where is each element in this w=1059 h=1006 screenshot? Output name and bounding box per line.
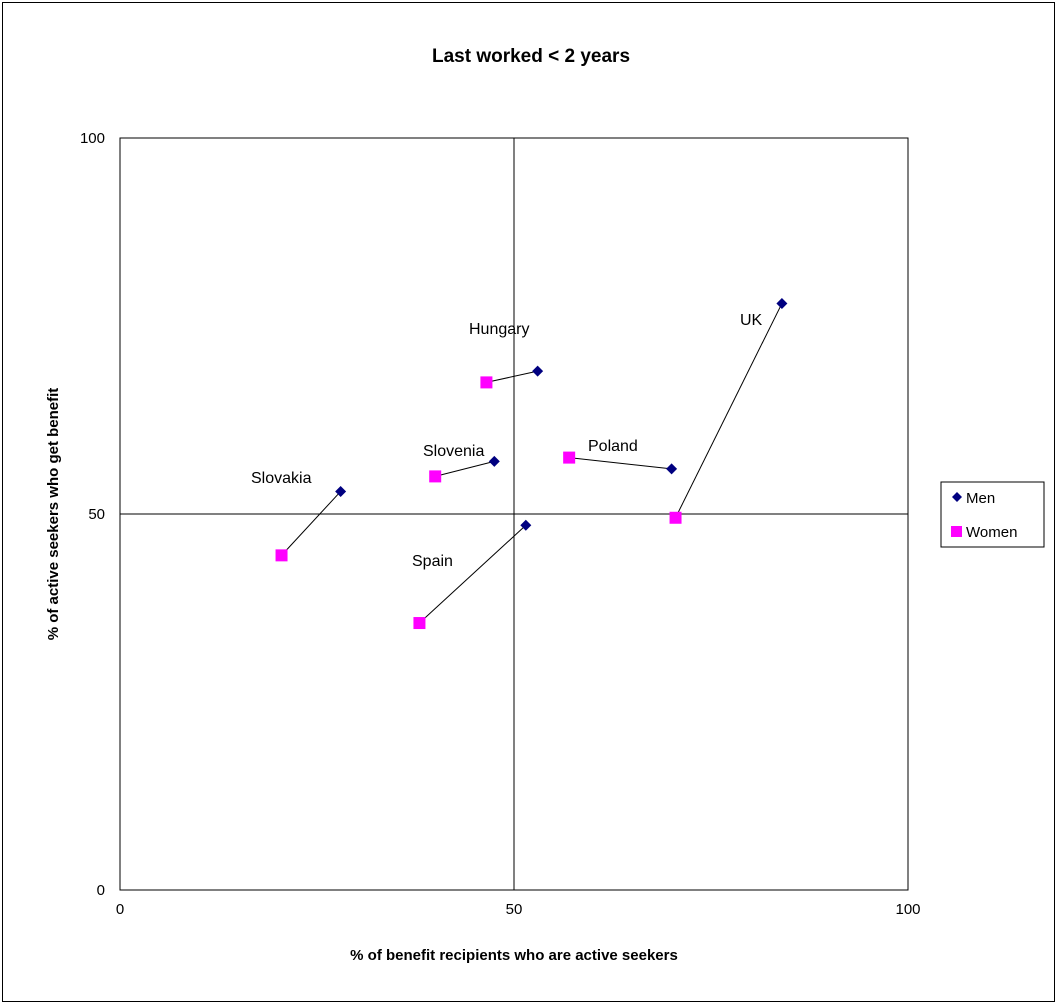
- connector-line-poland: [569, 457, 672, 470]
- men-point-spain: [520, 519, 532, 531]
- legend-men-label: Men: [966, 490, 995, 507]
- legend-men-marker-icon: [952, 492, 962, 502]
- men-point-slovenia: [488, 455, 500, 467]
- country-label-uk: UK: [740, 312, 763, 329]
- country-label-slovenia: Slovenia: [423, 443, 484, 460]
- country-label-poland: Poland: [588, 438, 638, 455]
- connector-line-spain: [419, 524, 527, 624]
- y-tick-label: 0: [97, 882, 105, 899]
- connector-lines: [281, 303, 783, 624]
- women-point-poland: [563, 451, 576, 464]
- country-label-hungary: Hungary: [469, 321, 529, 338]
- connector-line-slovenia: [435, 460, 495, 477]
- chart-title: Last worked < 2 years: [432, 46, 630, 67]
- legend: Men Women: [940, 481, 1045, 548]
- country-labels: Slovakia Hungary Slovenia Poland UK Spain: [251, 312, 763, 570]
- x-tick-label: 100: [895, 901, 920, 918]
- legend-women-marker-icon: [951, 526, 962, 537]
- country-label-slovakia: Slovakia: [251, 470, 312, 487]
- country-label-spain: Spain: [412, 553, 453, 570]
- x-axis-ticks: 0 50 100: [116, 901, 921, 918]
- y-axis-label: % of active seekers who get benefit: [45, 388, 62, 641]
- women-point-hungary: [480, 376, 493, 389]
- men-point-hungary: [532, 365, 544, 377]
- men-point-uk: [776, 297, 788, 309]
- men-point-slovakia: [335, 485, 347, 497]
- connector-line-uk: [675, 303, 783, 518]
- y-axis-ticks: 0 50 100: [80, 130, 105, 899]
- x-tick-label: 50: [506, 901, 523, 918]
- women-point-slovenia: [429, 470, 442, 483]
- women-point-spain: [413, 617, 426, 630]
- women-point-slovakia: [275, 549, 288, 562]
- x-tick-label: 0: [116, 901, 124, 918]
- connector-line-hungary: [486, 370, 538, 383]
- y-tick-label: 100: [80, 130, 105, 147]
- x-axis-label: % of benefit recipients who are active s…: [350, 947, 678, 964]
- y-tick-label: 50: [88, 506, 105, 523]
- women-point-uk: [669, 511, 682, 524]
- men-point-poland: [666, 463, 678, 475]
- connector-line-slovakia: [281, 491, 342, 556]
- data-markers: [275, 297, 788, 630]
- legend-women-label: Women: [966, 524, 1017, 541]
